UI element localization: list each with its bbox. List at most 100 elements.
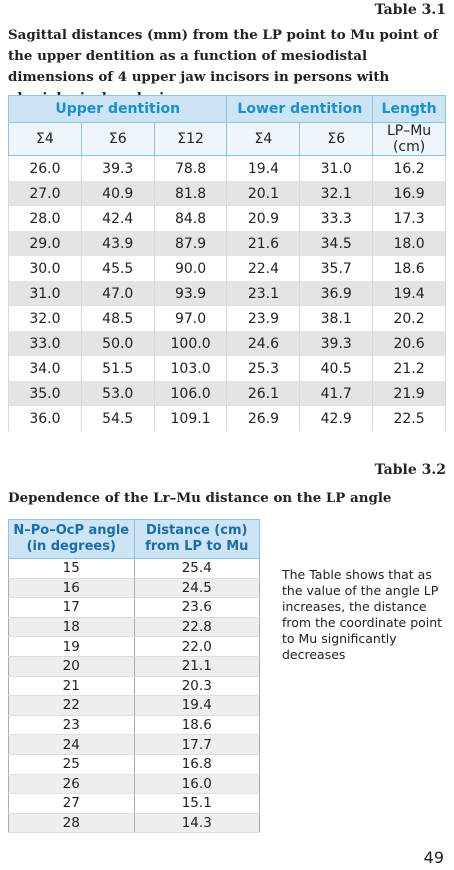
table-cell: 19 (8, 636, 135, 657)
table-row: 21 20.3 (8, 676, 260, 697)
table-cell: 39.3 (80, 155, 155, 181)
table-row: 22 19.4 (8, 695, 260, 716)
table-cell: 40.5 (299, 356, 374, 381)
table-label: Table 3.1 (374, 2, 446, 18)
table-row: 35.0 53.0 106.0 26.1 41.7 21.9 (8, 381, 446, 406)
table-row: 29.0 43.9 87.9 21.6 34.5 18.0 (8, 231, 446, 256)
table-cell: 97.0 (153, 306, 228, 331)
table-cell: 19.4 (226, 155, 301, 181)
table-row: 19 22.0 (8, 636, 260, 657)
table-cell: 21.1 (133, 656, 260, 677)
table-cell: 106.0 (153, 381, 228, 406)
table-cell: 81.8 (153, 181, 228, 206)
table-cell: 15.1 (133, 793, 260, 814)
table-cell: 34.0 (8, 356, 82, 381)
table-cell: 41.7 (299, 381, 374, 406)
table-row: 23 18.6 (8, 715, 260, 736)
table-body: 26.0 39.3 78.8 19.4 31.0 16.2 27.0 40.9 81.8 20.1… (8, 155, 446, 431)
table-cell: 54.5 (80, 406, 155, 431)
table-row: 33.0 50.0 100.0 24.6 39.3 20.6 (8, 331, 446, 356)
note: The Table shows that as the value of the… (282, 567, 443, 662)
table-cell: 20.9 (226, 206, 301, 231)
table-cell: 21.9 (372, 381, 446, 406)
table-row: 32.0 48.5 97.0 23.9 38.1 20.2 (8, 306, 446, 331)
table-cell: 100.0 (153, 331, 228, 356)
table-cell: 20.3 (133, 676, 260, 697)
table-cell: 17.7 (133, 734, 260, 755)
table-cell: 36.0 (8, 406, 82, 431)
group-header-row: Upper dentition Lower dentition Length (7, 95, 446, 123)
table-cell: 17.3 (372, 206, 446, 231)
table-cell: 47.0 (80, 281, 155, 306)
table-cell: 21.2 (372, 356, 446, 381)
table-cell: 16.9 (372, 181, 446, 206)
table-row: 31.0 47.0 93.9 23.1 36.9 19.4 (8, 281, 446, 306)
table-cell: 29.0 (8, 231, 82, 256)
column-header: Σ6 (80, 122, 155, 156)
column-header: Distance (cm) from LP to Mu (133, 519, 260, 559)
group-header: Upper dentition (7, 95, 228, 123)
column-header: Σ6 (299, 122, 374, 156)
table-cell: 31.0 (8, 281, 82, 306)
table-cell: 20.2 (372, 306, 446, 331)
table-cell: 87.9 (153, 231, 228, 256)
table-cell: 23 (8, 715, 135, 736)
table-cell: 43.9 (80, 231, 155, 256)
table-cell: 42.4 (80, 206, 155, 231)
table-cell: 24 (8, 734, 135, 755)
table-cell: 18.6 (133, 715, 260, 736)
table-cell: 20.6 (372, 331, 446, 356)
table-cell: 18 (8, 617, 135, 638)
table-cell: 33.0 (8, 331, 82, 356)
table-row: 30.0 45.5 90.0 22.4 35.7 18.6 (8, 256, 446, 281)
column-header: Σ4 (226, 122, 301, 156)
table-row: 18 22.8 (8, 617, 260, 638)
table-cell: 16.8 (133, 754, 260, 775)
table-cell: 24.5 (133, 578, 260, 599)
table-body: 15 25.4 16 24.5 17 23.6 18 22.8 19 22.0 20 21.1 21 20… (8, 558, 260, 834)
table: N–Po–OcP angle (in degrees) Distance (cm)… (8, 519, 260, 834)
table-cell: 16.2 (372, 155, 446, 181)
column-header: LP–Mu (cm) (372, 122, 446, 156)
group-header: Length (372, 95, 446, 123)
table-cell: 35.7 (299, 256, 374, 281)
table-cell: 22.8 (133, 617, 260, 638)
table-row: 34.0 51.5 103.0 25.3 40.5 21.2 (8, 356, 446, 381)
table-cell: 23.9 (226, 306, 301, 331)
table-cell: 34.5 (299, 231, 374, 256)
table-cell: 22 (8, 695, 135, 716)
table-cell: 36.9 (299, 281, 374, 306)
table-cell: 26.9 (226, 406, 301, 431)
table-row: 25 16.8 (8, 754, 260, 775)
table-title: Dependence of the Lr–Mu distance on the … (8, 490, 392, 506)
table-cell: 18.0 (372, 231, 446, 256)
table-cell: 18.6 (372, 256, 446, 281)
table-cell: 19.4 (133, 695, 260, 716)
table-cell: 28.0 (8, 206, 82, 231)
table-cell: 25 (8, 754, 135, 775)
table-row: 36.0 54.5 109.1 26.9 42.9 22.5 (8, 406, 446, 431)
table-cell: 16 (8, 578, 135, 599)
table-row: 27 15.1 (8, 793, 260, 814)
table-cell: 31.0 (299, 155, 374, 181)
table-cell: 28 (8, 813, 135, 834)
table-cell: 21 (8, 676, 135, 697)
group-header: Lower dentition (226, 95, 374, 123)
table-head: N–Po–OcP angle (in degrees) Distance (cm)… (8, 519, 260, 559)
table-cell: 27 (8, 793, 135, 814)
table-cell: 33.3 (299, 206, 374, 231)
table-cell: 109.1 (153, 406, 228, 431)
table-cell: 78.8 (153, 155, 228, 181)
column-header: Σ4 (8, 122, 82, 156)
table-cell: 26.0 (8, 155, 82, 181)
table-cell: 32.0 (8, 306, 82, 331)
table-cell: 40.9 (80, 181, 155, 206)
table-row: 28.0 42.4 84.8 20.9 33.3 17.3 (8, 206, 446, 231)
table-cell: 51.5 (80, 356, 155, 381)
table: Upper dentition Lower dentition Length Σ… (7, 95, 446, 431)
table-cell: 103.0 (153, 356, 228, 381)
table-cell: 22.4 (226, 256, 301, 281)
column-header: Σ12 (153, 122, 228, 156)
column-header: N–Po–OcP angle (in degrees) (8, 519, 135, 559)
table-row: 28 14.3 (8, 813, 260, 834)
